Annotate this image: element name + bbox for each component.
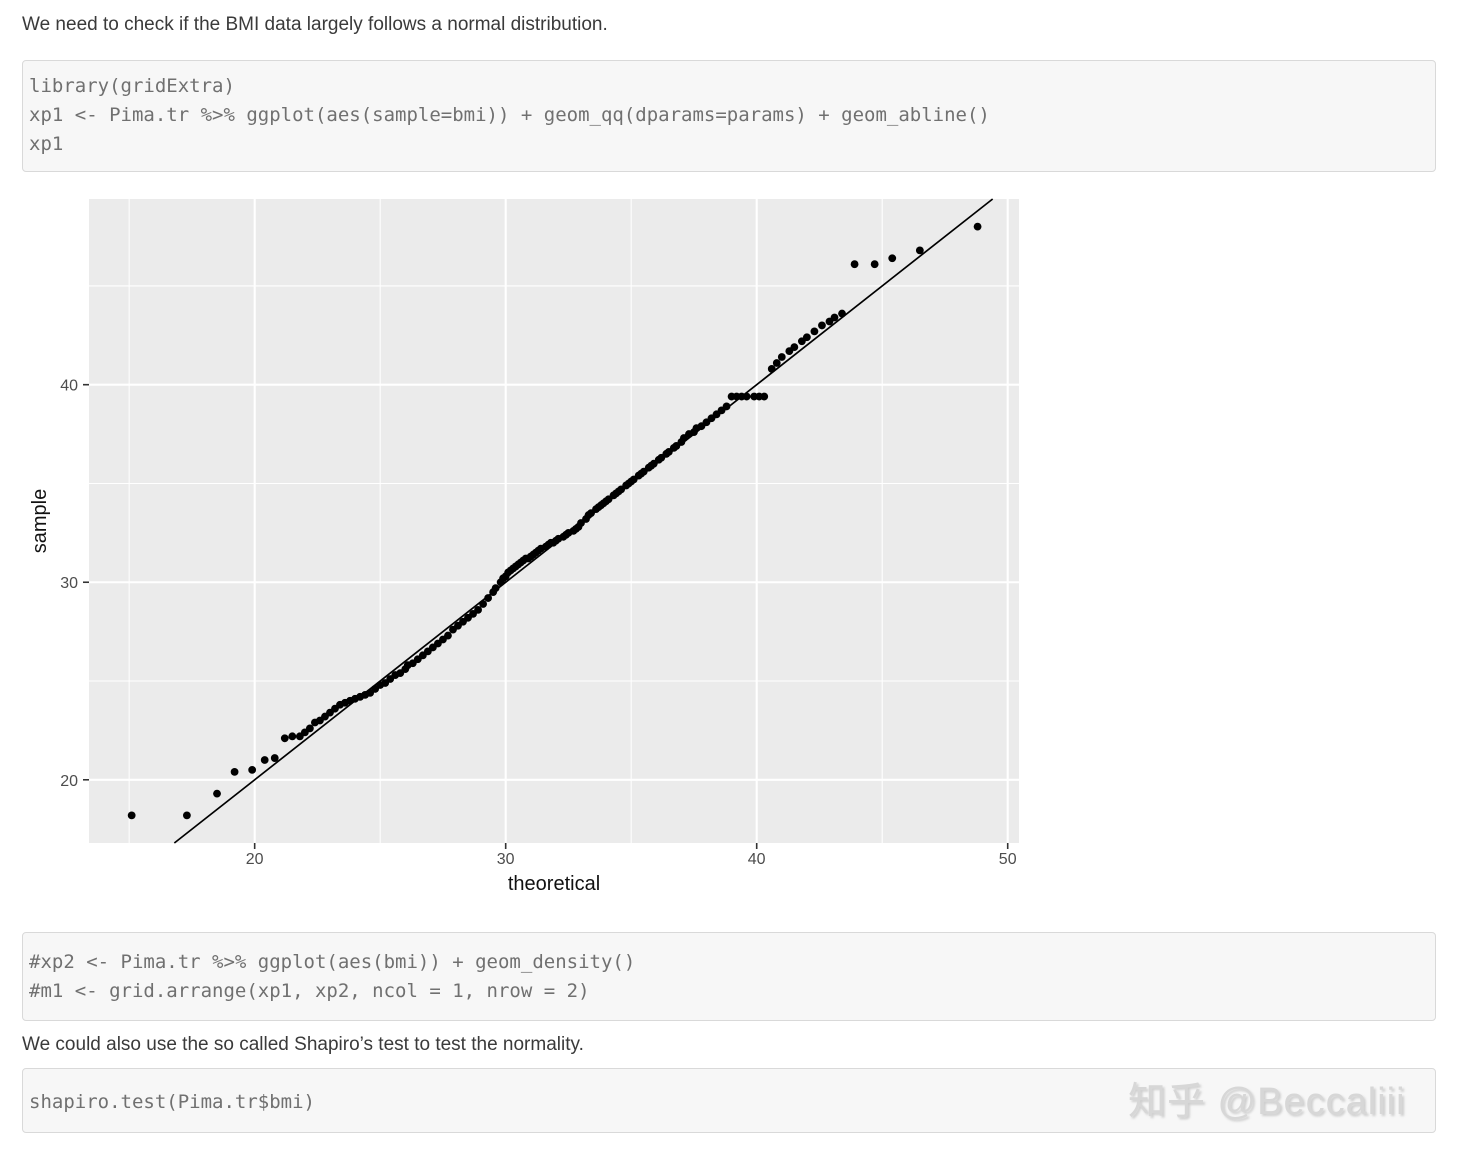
code-block-density-comment: #xp2 <- Pima.tr %>% ggplot(aes(bmi)) + g… bbox=[22, 932, 1436, 1021]
qq-point bbox=[790, 343, 799, 352]
qq-point bbox=[484, 594, 493, 602]
qq-point bbox=[260, 756, 269, 764]
x-tick-label: 50 bbox=[999, 851, 1017, 868]
y-tick-label: 40 bbox=[60, 378, 78, 395]
qq-point bbox=[802, 333, 811, 342]
qq-point bbox=[810, 327, 819, 336]
qq-plot-figure: 20 30 40 50 20 30 40 theoretical sample bbox=[0, 190, 1040, 912]
qq-point bbox=[248, 766, 257, 774]
qq-point bbox=[915, 246, 924, 255]
qq-point bbox=[772, 359, 781, 367]
minor-gridlines bbox=[89, 199, 1019, 843]
qq-point bbox=[127, 811, 136, 820]
code-line: xp1 <- Pima.tr %>% ggplot(aes(sample=bmi… bbox=[29, 104, 990, 126]
qq-point bbox=[230, 767, 239, 776]
qq-point bbox=[870, 260, 879, 269]
qq-point bbox=[288, 732, 297, 741]
plot-panel bbox=[89, 199, 1019, 843]
qq-point bbox=[888, 254, 897, 263]
qq-point bbox=[444, 631, 452, 640]
x-axis-title: theoretical bbox=[508, 873, 600, 895]
qq-point bbox=[474, 605, 482, 614]
qq-point bbox=[213, 789, 221, 798]
axis-tick-marks bbox=[83, 383, 1009, 849]
qq-point bbox=[722, 402, 731, 411]
qq-plot-svg: 20 30 40 50 20 30 40 theoretical sample bbox=[29, 198, 1019, 895]
qq-point bbox=[305, 724, 314, 733]
code-line: library(gridExtra) bbox=[29, 75, 235, 97]
code-block-qq: library(gridExtra) xp1 <- Pima.tr %>% ggp… bbox=[22, 60, 1436, 172]
qq-point bbox=[850, 260, 859, 269]
code-line: #m1 <- grid.arrange(xp1, xp2, ncol = 1, … bbox=[29, 980, 590, 1002]
x-tick-label: 40 bbox=[748, 851, 766, 868]
qq-point bbox=[830, 313, 839, 322]
qq-point bbox=[777, 353, 786, 361]
qq-point bbox=[280, 734, 289, 743]
intro-text: We need to check if the BMI data largely… bbox=[22, 14, 608, 35]
y-tick-label: 30 bbox=[60, 575, 78, 592]
qq-point bbox=[270, 754, 279, 762]
code-line: xp1 bbox=[29, 133, 64, 155]
x-tick-label: 30 bbox=[497, 851, 515, 868]
major-gridlines bbox=[89, 199, 1019, 843]
shapiro-text: We could also use the so called Shapiro’… bbox=[22, 1034, 584, 1055]
qq-point bbox=[760, 392, 769, 401]
qq-point bbox=[973, 222, 982, 231]
y-tick-label: 20 bbox=[60, 773, 78, 790]
x-tick-label: 20 bbox=[246, 851, 264, 868]
qq-abline bbox=[173, 198, 994, 844]
y-axis-title: sample bbox=[29, 489, 51, 553]
code-line: shapiro.test(Pima.tr$bmi) bbox=[29, 1091, 315, 1113]
qq-point bbox=[818, 321, 826, 330]
code-line: #xp2 <- Pima.tr %>% ggplot(aes(bmi)) + g… bbox=[29, 951, 636, 973]
qq-point bbox=[491, 584, 500, 593]
qq-point bbox=[182, 811, 191, 820]
code-block-shapiro: shapiro.test(Pima.tr$bmi) bbox=[22, 1068, 1436, 1133]
